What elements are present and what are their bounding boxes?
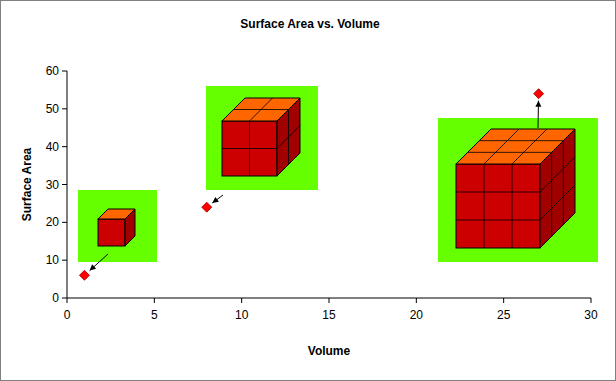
chart-container: Surface Area vs. Volume Volume Surface Are… <box>0 0 616 381</box>
cube-side <box>540 129 575 248</box>
cube-grid <box>512 129 547 164</box>
y-tick-label: 30 <box>46 178 60 192</box>
arrow-head <box>535 101 541 107</box>
x-tick <box>241 298 242 303</box>
x-tick <box>154 298 155 303</box>
x-axis-title: Volume <box>308 344 351 358</box>
cube-grid <box>540 157 575 192</box>
cube-front <box>98 219 125 246</box>
chart-svg: Surface Area vs. Volume Volume Surface Are… <box>0 0 616 381</box>
x-tick-label: 20 <box>410 308 424 322</box>
y-axis-title: Surface Area <box>20 147 34 221</box>
arrow-line <box>90 254 108 271</box>
cube-grid <box>456 192 540 193</box>
cube-grid <box>484 164 485 248</box>
cube-grid <box>551 152 552 236</box>
scatter-point <box>202 202 212 212</box>
illustration-panel <box>206 86 318 190</box>
cube-grid <box>456 220 540 221</box>
y-tick <box>62 108 67 109</box>
x-tick-label: 25 <box>497 308 511 322</box>
scatter-point <box>79 270 89 280</box>
y-tick-label: 40 <box>46 140 60 154</box>
arrow-line <box>212 195 223 203</box>
y-tick-label: 10 <box>46 253 60 267</box>
cube-front <box>456 164 540 248</box>
y-tick <box>62 298 67 299</box>
x-tick-label: 15 <box>322 308 336 322</box>
cube-grid <box>234 109 289 110</box>
x-tick <box>503 298 504 303</box>
x-tick <box>67 298 68 303</box>
chart-frame <box>1 1 616 381</box>
y-tick <box>62 146 67 147</box>
cube-grid <box>288 110 289 165</box>
cube-grid <box>479 140 563 141</box>
y-tick-label: 0 <box>52 291 59 305</box>
x-tick-label: 30 <box>584 308 598 322</box>
cube-grid <box>563 141 564 225</box>
x-tick <box>416 298 417 303</box>
illustration-panel <box>78 190 157 262</box>
x-tick-label: 10 <box>235 308 249 322</box>
chart-title: Surface Area vs. Volume <box>240 17 380 31</box>
y-tick <box>62 260 67 261</box>
x-tick-label: 0 <box>64 308 71 322</box>
x-tick <box>329 298 330 303</box>
x-tick <box>591 298 592 303</box>
y-tick-label: 60 <box>46 64 60 78</box>
points <box>79 89 543 281</box>
cube-grid <box>512 164 513 248</box>
arrow-head <box>212 197 219 203</box>
scatter-point <box>534 89 544 99</box>
cube-side <box>125 209 135 246</box>
x-tick-label: 5 <box>151 308 158 322</box>
cube-grid <box>484 129 519 164</box>
cube-grid <box>540 185 575 220</box>
illustration-panel <box>438 118 598 262</box>
arrow-head <box>90 264 96 270</box>
cube-front <box>222 121 277 176</box>
y-tick <box>62 222 67 223</box>
y-tick-label: 20 <box>46 215 60 229</box>
y-tick-label: 50 <box>46 102 60 116</box>
illustrations <box>78 86 598 271</box>
y-tick <box>62 184 67 185</box>
y-tick <box>62 71 67 72</box>
cube-grid <box>222 148 277 149</box>
cube-grid <box>468 152 552 153</box>
